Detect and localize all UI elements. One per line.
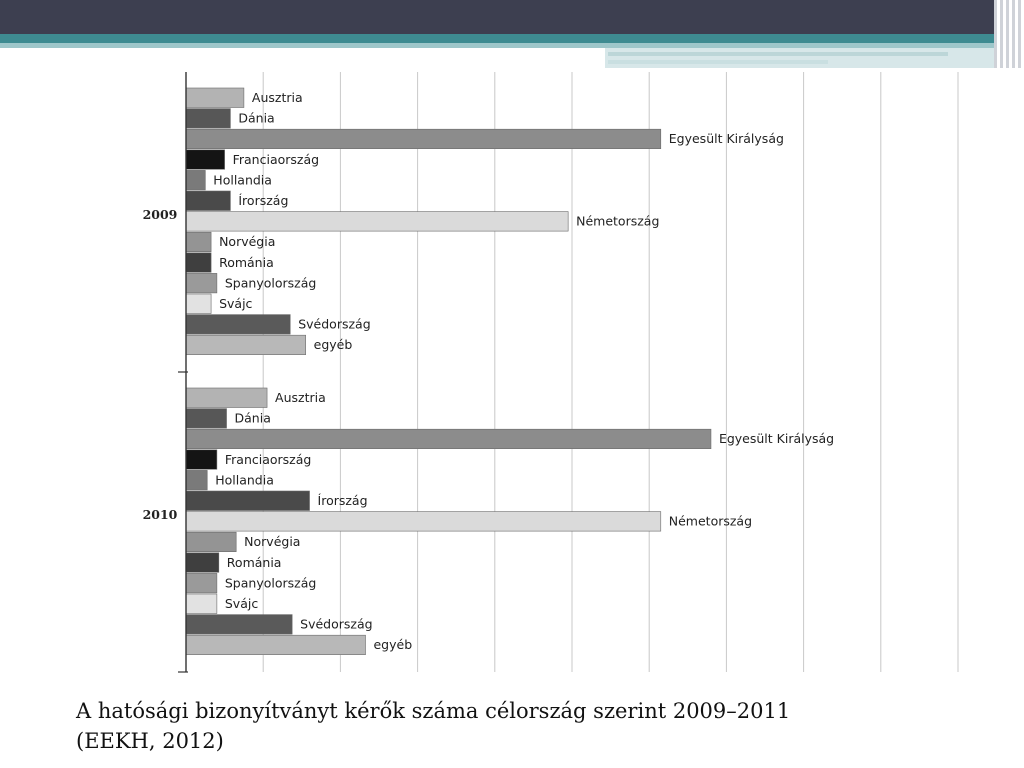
bar-label-2009-12: Svédország	[298, 317, 370, 332]
bar-label-2010-9: Románia	[227, 555, 282, 570]
caption-line-1: A hatósági bizonyítványt kérők száma cél…	[76, 699, 791, 723]
bar-label-2010-12: Svédország	[300, 617, 372, 632]
bar-label-2010-1: Ausztria	[275, 390, 326, 405]
bar-label-2010-6: Írország	[318, 493, 368, 508]
caption-line-2: (EEKH, 2012)	[76, 729, 224, 753]
bar-label-2010-2: Dánia	[235, 411, 271, 426]
bar-label-2009-6: Írország	[238, 193, 288, 208]
bar-label-2009-3: Egyesült Királyság	[669, 131, 784, 146]
bar-label-2010-13: egyéb	[373, 637, 412, 652]
bar-2010-12	[185, 614, 293, 635]
bar-2010-1	[185, 387, 268, 408]
bar-label-2010-4: Franciaország	[225, 452, 311, 467]
bar-2010-8	[185, 531, 237, 553]
bar-label-2010-11: Svájc	[225, 596, 258, 611]
bar-2009-8	[185, 231, 212, 252]
group-label-2010: 2010	[143, 507, 178, 522]
bar-2010-9	[185, 552, 220, 573]
bar-2010-4	[185, 449, 218, 470]
bar-label-2010-8: Norvégia	[244, 534, 300, 549]
bar-label-2009-2: Dánia	[238, 111, 274, 126]
bar-2009-12	[185, 314, 291, 335]
slide-header-bar	[0, 0, 1024, 34]
bar-2010-5	[185, 470, 208, 491]
bar-2010-11	[185, 593, 218, 614]
bar-2009-10	[185, 273, 218, 294]
bar-2010-13	[185, 634, 366, 656]
bar-2010-3	[185, 428, 712, 450]
bar-chart: Ausztria Dánia Egyesült Királyság Franciaor…	[143, 72, 959, 673]
bar-label-2009-1: Ausztria	[252, 90, 303, 105]
bar-label-2009-9: Románia	[219, 255, 274, 270]
bar-2009-1	[185, 87, 245, 108]
bar-2010-6	[185, 490, 310, 511]
bar-2009-6	[185, 190, 231, 211]
bar-2009-3	[185, 128, 662, 149]
bar-label-2010-7: Németország	[669, 514, 752, 529]
bar-label-2010-3: Egyesült Királyság	[719, 431, 834, 446]
bar-label-2009-11: Svájc	[219, 296, 252, 311]
bar-2009-5	[185, 170, 206, 191]
bar-label-2009-13: egyéb	[314, 337, 353, 352]
bar-2009-13	[185, 334, 306, 356]
bar-label-2010-5: Hollandia	[215, 472, 274, 487]
chart-caption: A hatósági bizonyítványt kérők száma cél…	[76, 696, 876, 756]
bar-2009-11	[185, 293, 212, 314]
group-label-2009: 2009	[143, 207, 178, 222]
bar-label-2009-10: Spanyolország	[225, 275, 316, 290]
bar-2009-2	[185, 108, 231, 129]
bar-2009-4	[185, 149, 225, 170]
bar-label-2009-7: Németország	[576, 214, 659, 229]
bar-2010-2	[185, 408, 227, 429]
slide-header-accent-line	[0, 34, 1024, 43]
bar-2009-9	[185, 252, 212, 273]
bar-label-2009-8: Norvégia	[219, 234, 275, 249]
slide-header-accent-line-light	[0, 43, 1024, 48]
slide-header-accent-stripe-2	[608, 60, 828, 64]
bar-2009-7	[185, 211, 569, 232]
slide-header-accent-stripe	[608, 52, 948, 56]
slide-header-vertical-stripes	[994, 0, 1024, 68]
bar-label-2009-5: Hollandia	[213, 172, 272, 187]
bar-label-2009-4: Franciaország	[233, 152, 319, 167]
bar-2010-10	[185, 573, 218, 594]
bar-label-2010-10: Spanyolország	[225, 575, 316, 590]
bar-2010-7	[185, 511, 662, 532]
